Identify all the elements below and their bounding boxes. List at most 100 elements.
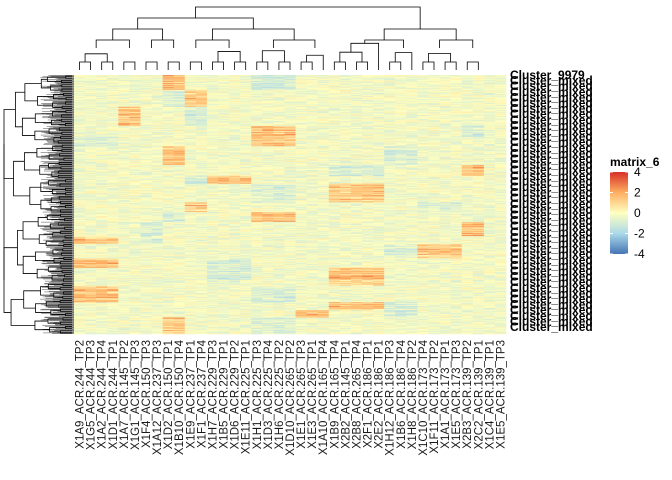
heatmap-cell [262, 95, 274, 97]
heatmap-cell [173, 111, 186, 113]
heatmap-cell [273, 98, 285, 100]
heatmap-cell [384, 94, 396, 96]
heatmap-cell [450, 95, 462, 97]
heatmap-cell [384, 111, 396, 113]
heatmap-cell [395, 94, 407, 96]
heatmap-cell [439, 77, 451, 79]
heatmap-cell [306, 98, 318, 100]
heatmap-cell [262, 119, 274, 121]
heatmap-cell [350, 110, 363, 112]
heatmap-cell [417, 104, 429, 106]
heatmap-cell [96, 80, 108, 82]
heatmap-cell [439, 89, 451, 91]
dendrogram-branch [48, 163, 61, 169]
heatmap-cell [162, 128, 174, 130]
heatmap-cell [317, 77, 330, 79]
heatmap-cell [173, 123, 186, 125]
heatmap-cell [262, 103, 274, 105]
heatmap-cell [85, 80, 97, 82]
heatmap-cell [284, 91, 296, 93]
heatmap-cell [206, 76, 219, 78]
heatmap-cell [428, 80, 440, 82]
heatmap-cell [483, 97, 496, 99]
heatmap-cell [472, 87, 485, 89]
heatmap-cell [284, 98, 296, 100]
heatmap-cell [240, 78, 252, 80]
heatmap-cell [151, 82, 163, 84]
heatmap-cell [184, 111, 197, 113]
heatmap-cell [339, 110, 352, 112]
dendrogram-branch [34, 320, 50, 331]
heatmap-cell [450, 90, 462, 92]
heatmap-cell [273, 84, 285, 86]
heatmap-cell [472, 98, 485, 100]
heatmap-cell [184, 81, 197, 83]
heatmap-cell [373, 88, 385, 90]
heatmap-cell [173, 116, 186, 118]
heatmap-cell [218, 80, 230, 82]
heatmap-cell [494, 94, 507, 96]
heatmap-cell [450, 100, 462, 102]
heatmap-cell [350, 121, 363, 123]
heatmap-cell [107, 96, 119, 98]
heatmap-cell [129, 105, 141, 107]
heatmap-cell [96, 98, 108, 100]
heatmap-cell [306, 114, 318, 116]
dendrogram-branch [256, 61, 269, 70]
heatmap-cell [373, 95, 385, 97]
heatmap-cell [483, 79, 496, 81]
heatmap-cell [140, 110, 152, 112]
heatmap-cell [417, 99, 429, 101]
heatmap-cell [461, 121, 474, 123]
heatmap-cell [373, 123, 385, 125]
heatmap-cell [262, 80, 274, 82]
heatmap-cell [85, 91, 97, 93]
dendrogram-branch [61, 131, 72, 135]
heatmap-cell [140, 110, 152, 112]
heatmap-cell [317, 92, 330, 94]
heatmap-cell [450, 108, 462, 110]
heatmap-cell [162, 105, 174, 107]
heatmap-cell [494, 123, 507, 125]
heatmap-cell [395, 75, 407, 77]
heatmap-cell [306, 119, 318, 121]
heatmap-cell [162, 119, 174, 121]
heatmap-cell [328, 78, 341, 80]
heatmap-cell [195, 117, 208, 119]
heatmap-cell [251, 94, 263, 96]
heatmap-cell [184, 95, 197, 97]
heatmap-cell [362, 118, 374, 120]
heatmap-cell [129, 80, 141, 82]
heatmap-cell [406, 92, 418, 95]
heatmap-cell [162, 118, 174, 120]
heatmap-cell [384, 118, 396, 120]
heatmap-cell [107, 109, 119, 111]
heatmap-cell [384, 102, 396, 104]
heatmap-cell [140, 127, 152, 129]
heatmap-cell [195, 110, 208, 112]
heatmap-cell [439, 122, 451, 124]
heatmap-cell [273, 110, 285, 112]
heatmap-cell [317, 94, 330, 96]
heatmap-cell [96, 89, 108, 91]
heatmap-cell [240, 119, 252, 121]
heatmap-cell [184, 91, 197, 93]
dendrogram-branch [444, 61, 457, 70]
heatmap-cell [406, 121, 418, 123]
heatmap-cell [251, 75, 263, 77]
heatmap-cell [273, 126, 285, 128]
heatmap-cell [118, 81, 130, 83]
heatmap-cell [494, 105, 507, 107]
heatmap-cell [74, 97, 86, 99]
heatmap-cell [384, 87, 396, 89]
heatmap-cell [162, 92, 174, 94]
heatmap-cell [339, 107, 352, 109]
heatmap-cell [118, 95, 130, 97]
heatmap-cell [229, 87, 241, 89]
heatmap-cell [406, 107, 418, 109]
heatmap-cell [317, 75, 330, 77]
dendrogram-branch [48, 154, 64, 160]
heatmap-cell [218, 110, 230, 112]
heatmap-cell [483, 76, 496, 78]
heatmap-cell [107, 119, 119, 121]
